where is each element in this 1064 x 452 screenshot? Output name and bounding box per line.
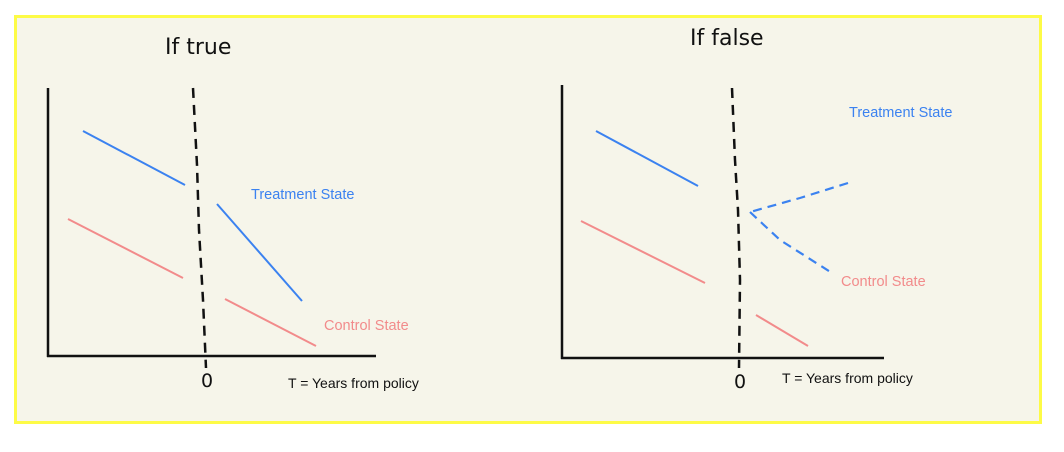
x-axis-label: T = Years from policy [288,375,419,391]
panel-title: If false [690,26,764,51]
treatment-line-pre [82,130,186,186]
treatment-state-label: Treatment State [251,187,354,203]
panel-title: If true [165,35,231,60]
treatment-line-pre [595,130,699,187]
treatment-line-post [216,203,303,302]
x-axis-label: T = Years from policy [782,370,913,386]
policy-dashed-line [730,87,742,369]
treatment-counterfactual-down [749,211,833,274]
control-line-pre [67,218,184,279]
control-state-label: Control State [324,318,409,334]
treatment-state-label: Treatment State [849,105,952,121]
panel-if-false: If false 0 T = Years from policy Treatme… [560,26,952,393]
treatment-counterfactual-up [749,181,849,214]
control-state-label: Control State [841,274,926,290]
zero-tick-label: 0 [734,371,746,393]
panel-if-true: If true 0 T = Years from policy Treatmen… [46,35,419,392]
control-line-post [755,314,809,347]
policy-dashed-line [191,87,208,369]
zero-tick-label: 0 [201,370,213,392]
control-line-post [224,298,317,347]
control-line-pre [580,220,706,284]
